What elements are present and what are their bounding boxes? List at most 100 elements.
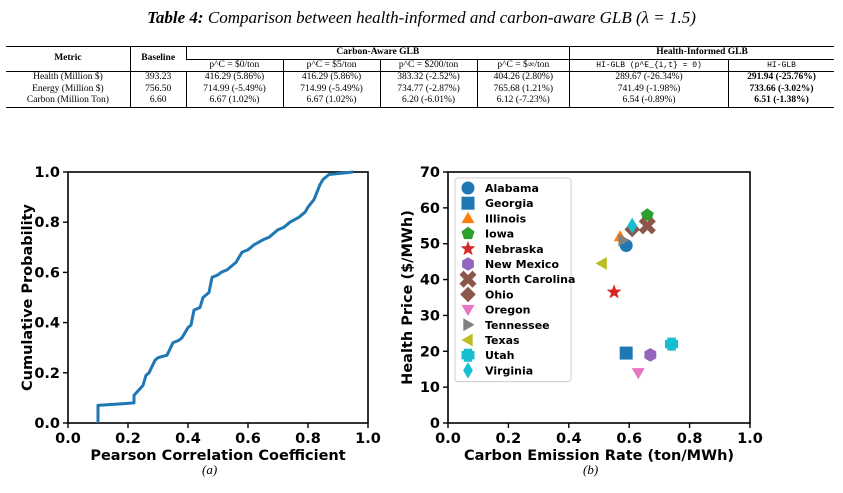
cdf-y-tick-label: 1.0: [34, 165, 60, 181]
scatter-plot-frame: [447, 171, 751, 424]
cell-baseline: 6.60: [129, 95, 187, 108]
legend-label: New Mexico: [485, 258, 559, 271]
cell-c5: 714.99 (-5.49%): [282, 83, 381, 95]
data-point-iowa: [640, 208, 654, 221]
legend-marker-alabama: [461, 181, 475, 195]
legend-marker-georgia: [461, 196, 475, 210]
cell-cinf: 765.68 (1.21%): [476, 83, 570, 95]
scatter-y-tick-label: 60: [420, 201, 440, 217]
cell-baseline: 393.23: [129, 71, 187, 84]
header-carbon-aware-group: Carbon-Aware GLB: [185, 46, 570, 60]
scatter-y-tick-label: 70: [420, 165, 440, 181]
legend-marker-illinois: [461, 211, 475, 224]
legend-marker-texas: [461, 333, 473, 347]
cell-metric: Carbon (Million Ton): [6, 95, 131, 108]
data-point-georgia: [619, 346, 633, 360]
legend-label: Virginia: [485, 364, 533, 377]
legend-label: Georgia: [485, 197, 534, 210]
data-point-oregon: [631, 368, 645, 380]
table-row: Carbon (Million Ton) 6.60 6.67 (1.02%) 6…: [6, 95, 834, 108]
subheader-pc-0: p^C = $0/ton: [186, 59, 284, 72]
legend-marker-ohio: [460, 286, 476, 303]
table-row: Health (Million $) 393.23 416.29 (5.86%)…: [6, 71, 834, 84]
cell-c200: 6.20 (-6.01%): [379, 95, 478, 108]
subheader-hi-glb: HI-GLB: [728, 59, 834, 72]
cell-c5: 6.67 (1.02%): [282, 95, 381, 108]
scatter-x-axis-label: Carbon Emission Rate (ton/MWh): [464, 448, 734, 464]
cdf-y-axis-label: Cumulative Probability: [20, 203, 36, 391]
cdf-y-tick-label: 0.2: [34, 366, 60, 382]
subheader-pc-5: p^C = $5/ton: [282, 59, 381, 72]
legend-label: Alabama: [485, 182, 539, 195]
cdf-y-tick-label: 0.0: [34, 416, 60, 432]
scatter-y-tick-label: 40: [420, 273, 440, 289]
cell-c200: 383.32 (-2.52%): [379, 71, 478, 84]
legend-marker-utah: [461, 348, 475, 362]
scatter-x-tick-label: 0.8: [677, 431, 703, 447]
header-metric: Metric: [6, 46, 131, 72]
scatter-y-tick-label: 50: [420, 237, 440, 253]
legend-label: Oregon: [485, 304, 531, 317]
legend-marker-nebraska: [460, 241, 476, 256]
header-baseline: Baseline: [129, 46, 187, 72]
legend-marker-tennessee: [463, 318, 475, 332]
legend-marker-oregon: [461, 304, 475, 317]
legend-marker-north-carolina-stroke: [459, 270, 477, 288]
cdf-line: [96, 170, 354, 423]
data-point-virginia: [627, 217, 638, 234]
cdf-y-tick-label: 0.4: [34, 316, 60, 332]
cdf-x-tick-label: 0.6: [235, 431, 261, 447]
table-row: Energy (Million $) 756.50 714.99 (-5.49%…: [6, 83, 834, 95]
subheader-pc-200: p^C = $200/ton: [379, 59, 478, 72]
legend-label: Nebraska: [485, 243, 544, 256]
cell-c0: 714.99 (-5.49%): [185, 83, 284, 95]
cdf-plot-frame: [67, 171, 369, 424]
cell-metric: Energy (Million $): [32, 83, 104, 94]
table-caption: Table 4: Comparison between health-infor…: [0, 8, 843, 28]
cell-hi0: 6.54 (-0.89%): [569, 95, 729, 108]
scatter-x-tick-label: 0.2: [496, 431, 522, 447]
cell-hi: 291.94 (-25.76%): [728, 71, 834, 84]
scatter-y-tick-label: 30: [420, 308, 440, 324]
data-point-nebraska: [606, 284, 622, 299]
cell-c0: 6.67 (1.02%): [185, 95, 284, 108]
cdf-x-tick-label: 0.0: [55, 431, 81, 447]
cdf-x-tick-label: 0.4: [175, 431, 201, 447]
cdf-x-axis-label: Pearson Correlation Coefficient: [90, 448, 345, 464]
legend-marker-new-mexico: [462, 257, 474, 271]
cdf-y-tick-label: 0.6: [34, 265, 60, 281]
scatter-x-tick-label: 1.0: [737, 431, 763, 447]
legend-label: Tennessee: [485, 319, 550, 332]
scatter-x-tick-label: 0.4: [556, 431, 582, 447]
data-point-texas: [595, 257, 607, 270]
legend-label: Ohio: [485, 288, 514, 301]
data-point-north-carolina-stroke: [638, 217, 656, 235]
cell-cinf: 404.26 (2.80%): [476, 71, 570, 84]
scatter-y-tick-label: 10: [420, 380, 440, 396]
cdf-x-tick-label: 1.0: [355, 431, 381, 447]
legend-label: Iowa: [485, 228, 514, 241]
cdf-y-tick-label: 0.8: [34, 215, 60, 231]
cell-c0: 416.29 (5.86%): [185, 71, 284, 84]
caption-label: Table 4:: [147, 8, 204, 27]
legend-label: Utah: [485, 349, 514, 362]
legend-marker-north-carolina: [459, 270, 477, 288]
cell-hi0: 289.67 (-26.34%): [569, 71, 729, 84]
legend-label: Illinois: [485, 212, 527, 225]
scatter-x-tick-label: 0.6: [616, 431, 642, 447]
scatter-x-tick-label: 0.0: [435, 431, 461, 447]
scatter-y-axis-label: Health Price ($/MWh): [400, 210, 416, 385]
cdf-x-tick-label: 0.8: [295, 431, 321, 447]
data-point-new-mexico: [644, 348, 657, 362]
subfigure-label-b: (b): [583, 462, 599, 477]
data-point-utah: [665, 337, 678, 351]
table-header-row: Metric Baseline Carbon-Aware GLB Health-…: [6, 46, 834, 72]
legend-label: Texas: [485, 334, 520, 347]
comparison-table: Metric Baseline Carbon-Aware GLB Health-…: [6, 46, 834, 108]
subheader-hi-glb-pe0: HI-GLB (p^E_{i,t} = 0): [569, 59, 729, 72]
cdf-x-tick-label: 0.2: [115, 431, 141, 447]
cell-c5: 416.29 (5.86%): [282, 71, 381, 84]
header-health-informed-group: Health-Informed GLB: [569, 46, 834, 60]
